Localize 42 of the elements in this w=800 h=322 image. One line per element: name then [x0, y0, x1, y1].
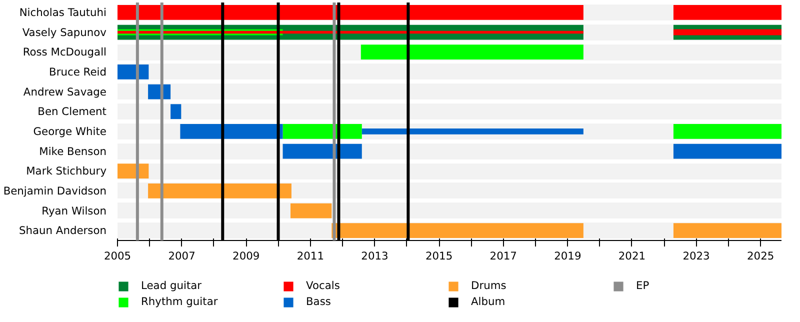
- bar: [673, 124, 782, 139]
- y-tick-label: Mark Stichbury: [26, 164, 107, 178]
- legend-label: EP: [636, 279, 650, 292]
- x-tick-label: 2023: [682, 250, 710, 262]
- legend-label: Drums: [471, 279, 508, 292]
- legend-label: Album: [471, 295, 506, 308]
- y-tick-label: Ross McDougall: [22, 46, 107, 59]
- bar: [170, 104, 182, 120]
- y-tick-label: Ben Clement: [38, 105, 107, 118]
- x-tick-label: 2013: [361, 250, 388, 262]
- x-tick-label: 2009: [232, 250, 260, 262]
- legend-label: Rhythm guitar: [141, 295, 219, 308]
- x-tick-label: 2011: [296, 250, 324, 262]
- y-tick-label: Benjamin Davidson: [3, 184, 106, 198]
- bar: [673, 223, 782, 238]
- y-tick-label: Andrew Savage: [23, 85, 107, 98]
- y-tick-label: Mike Benson: [39, 144, 107, 158]
- x-tick-label: 2007: [168, 250, 196, 262]
- bar: [282, 144, 362, 159]
- x-tick-label: 2015: [425, 250, 453, 262]
- legend-label: Vocals: [306, 279, 341, 292]
- x-tick-label: 2017: [490, 250, 517, 262]
- x-tick-label: 2025: [747, 250, 774, 262]
- bar: [290, 203, 332, 218]
- x-tick-label: 2005: [104, 250, 132, 262]
- bar: [180, 124, 283, 139]
- bar: [360, 44, 584, 60]
- legend-label: Bass: [306, 295, 332, 308]
- x-tick-label: 2021: [618, 250, 646, 262]
- y-tick-label: Bruce Reid: [49, 65, 107, 78]
- y-tick-label: Nicholas Tautuhi: [19, 6, 107, 19]
- y-tick-label: Vasely Sapunov: [22, 26, 107, 39]
- x-tick-label: 2019: [554, 250, 582, 262]
- bar: [332, 223, 584, 238]
- y-tick-label: Ryan Wilson: [42, 204, 107, 218]
- bar: [148, 183, 292, 198]
- legend-label: Lead guitar: [141, 279, 203, 292]
- bar: [118, 64, 149, 80]
- y-tick-label: Shaun Anderson: [18, 224, 106, 238]
- bar: [118, 164, 149, 179]
- bar: [282, 124, 362, 139]
- y-tick-label: George White: [33, 124, 107, 138]
